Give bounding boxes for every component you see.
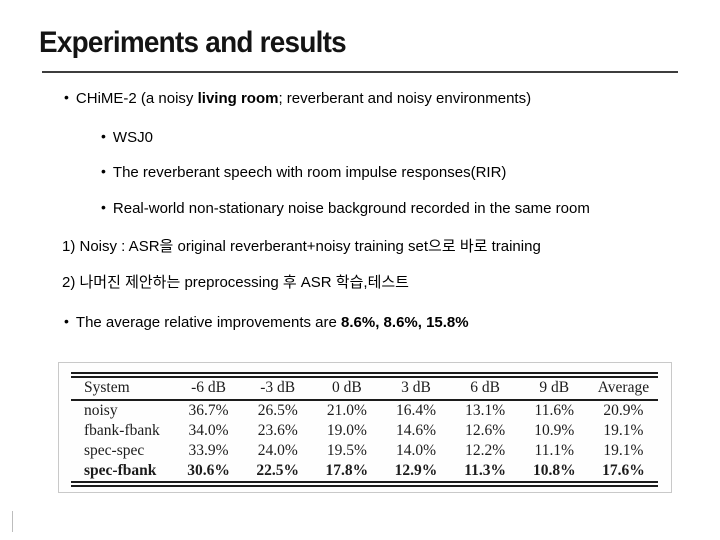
results-table-box: System -6 dB -3 dB 0 dB 3 dB 6 dB 9 dB A… <box>58 362 672 493</box>
table-cell-system: spec-fbank <box>84 462 157 479</box>
bullet-text: WSJ0 <box>112 129 153 146</box>
table-cell: 21.0% <box>326 402 367 419</box>
bullet-icon: • <box>101 128 106 144</box>
bullet-icon: • <box>101 163 106 179</box>
table-header-cell: 3 dB <box>381 375 451 401</box>
table-cell: 19.5% <box>326 442 367 459</box>
bullet-text-bold: 8.6%, 8.6%, 15.8% <box>341 314 469 331</box>
table-cell: 16.4% <box>395 402 437 419</box>
bullet-text-post: ; reverberant and noisy environments) <box>278 90 532 107</box>
table-cell: 26.5% <box>257 402 298 419</box>
title-divider <box>42 71 678 73</box>
table-cell: 10.8% <box>532 462 576 479</box>
bullet-icon: • <box>64 89 69 105</box>
table-cell-system: spec-spec <box>84 442 145 459</box>
table-cell: 19.1% <box>603 442 644 459</box>
table-cell: 17.8% <box>325 462 369 479</box>
table-cell: 12.6% <box>465 422 506 439</box>
table-cell: 13.1% <box>465 402 506 419</box>
table-header-cell: -3 dB <box>243 375 313 401</box>
numbered-item-1: 1) Noisy : ASR을 original reverberant+noi… <box>62 238 541 255</box>
bullet-item-wsj0: • WSJ0 <box>101 128 153 147</box>
page-edge-artifact <box>12 511 13 532</box>
table-cell: 14.6% <box>395 422 437 439</box>
table-cell: 11.1% <box>534 442 574 459</box>
table-cell: 17.6% <box>602 462 645 479</box>
bullet-text: Real-world non-stationary noise backgrou… <box>112 200 590 217</box>
bullet-text: The reverberant speech with room impulse… <box>112 164 507 181</box>
table-cell: 30.6% <box>187 462 230 479</box>
table-header-cell: 6 dB <box>450 375 520 401</box>
bullet-text-pre: CHiME-2 (a noisy <box>75 90 198 107</box>
bullet-icon: • <box>64 313 69 329</box>
bullet-item-rir: • The reverberant speech with room impuls… <box>101 163 506 182</box>
page-title: Experiments and results <box>39 26 347 59</box>
table-cell-system: noisy <box>84 402 118 419</box>
table-header-cell: 9 dB <box>519 375 589 401</box>
table-cell: 20.9% <box>603 402 644 419</box>
numbered-item-2: 2) 나머진 제안하는 preprocessing 후 ASR 학습,테스트 <box>62 274 409 291</box>
bullet-item-improvements: • The average relative improvements are 8… <box>64 313 469 332</box>
table-cell: 10.9% <box>534 422 575 439</box>
bullet-text-bold: living room <box>197 90 279 107</box>
table-cell: 11.6% <box>534 402 574 419</box>
bullet-icon: • <box>101 199 106 215</box>
table-row: noisy 36.7% 26.5% 21.0% 16.4% 13.1% 11.6… <box>71 400 658 421</box>
table-row: fbank-fbank 34.0% 23.6% 19.0% 14.6% 12.6… <box>71 421 658 441</box>
table-cell: 33.9% <box>188 442 229 459</box>
table-cell: 23.6% <box>257 422 298 439</box>
table-cell: 19.0% <box>326 422 367 439</box>
table-row: spec-spec 33.9% 24.0% 19.5% 14.0% 12.2% … <box>71 441 658 461</box>
table-cell: 24.0% <box>257 442 298 459</box>
table-header-cell: System <box>71 375 174 401</box>
table-cell: 19.1% <box>603 422 644 439</box>
table-cell: 11.3% <box>464 462 507 479</box>
bullet-item-chime: • CHiME-2 (a noisy living room; reverbera… <box>64 89 531 108</box>
table-header-row: System -6 dB -3 dB 0 dB 3 dB 6 dB 9 dB A… <box>71 375 658 401</box>
table-header-cell: Average <box>588 375 658 401</box>
table-cell: 12.2% <box>465 442 506 459</box>
results-table: System -6 dB -3 dB 0 dB 3 dB 6 dB 9 dB A… <box>71 372 658 487</box>
bullet-item-noise: • Real-world non-stationary noise backgro… <box>101 199 590 218</box>
table-row-best: spec-fbank 30.6% 22.5% 17.8% 12.9% 11.3%… <box>71 461 658 484</box>
table-header-cell: 0 dB <box>312 375 382 401</box>
table-cell: 12.9% <box>394 462 438 479</box>
table-cell: 36.7% <box>188 402 229 419</box>
bullet-text-pre: The average relative improvements are <box>75 314 342 331</box>
table-cell: 34.0% <box>188 422 229 439</box>
table-cell: 14.0% <box>395 442 437 459</box>
table-header-cell: -6 dB <box>174 375 244 401</box>
table-cell-system: fbank-fbank <box>84 422 160 439</box>
table-cell: 22.5% <box>256 462 300 479</box>
